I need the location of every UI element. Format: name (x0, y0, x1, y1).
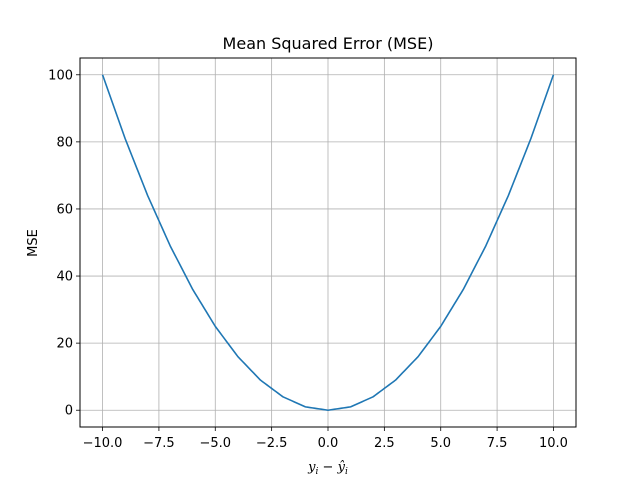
y-tick-label: 60 (56, 202, 73, 217)
x-axis-ticks: −10.0 −7.5 −5.0 −2.5 0.0 2.5 5.0 7.5 10.0 (83, 427, 568, 451)
series-layer (101, 74, 555, 412)
x-tick-label: 10.0 (539, 436, 568, 451)
y-tick-label: 100 (48, 68, 73, 83)
x-tick-label: 2.5 (374, 436, 395, 451)
x-tick-label: 7.5 (487, 436, 508, 451)
x-tick-label: −5.0 (199, 436, 231, 451)
y-axis-label: MSE (26, 229, 41, 257)
y-tick-label: 80 (56, 135, 73, 150)
chart-title: Mean Squared Error (MSE) (223, 34, 434, 53)
x-tick-label: −7.5 (143, 436, 175, 451)
grid-lines (80, 58, 576, 427)
x-tick-label: 5.0 (430, 436, 451, 451)
x-tick-label: 0.0 (318, 436, 339, 451)
y-tick-label: 40 (56, 270, 73, 285)
x-tick-label: −10.0 (83, 436, 123, 451)
y-tick-label: 20 (56, 337, 73, 352)
y-tick-label: 0 (65, 404, 73, 419)
x-axis-label: yi − ŷi (307, 460, 348, 477)
y-axis-ticks: 0 20 40 60 80 100 (48, 68, 80, 419)
x-tick-label: −2.5 (256, 436, 288, 451)
